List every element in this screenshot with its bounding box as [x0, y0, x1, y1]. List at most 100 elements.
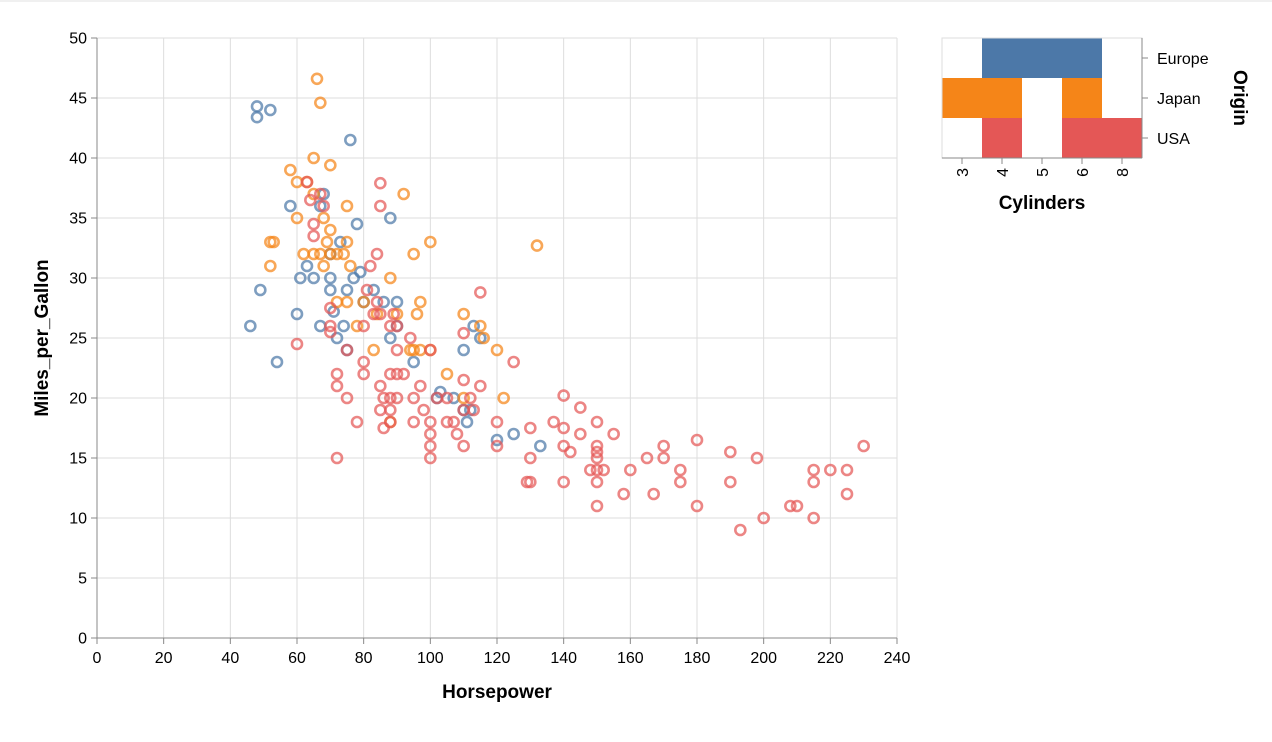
heatmap-x-axis-title: Cylinders [999, 193, 1086, 214]
scatter-point-japan [267, 235, 280, 249]
scatter-point-usa [384, 403, 397, 417]
scatter-point-japan [310, 72, 324, 86]
scatter-point-usa [330, 451, 344, 465]
scatter-point-usa [574, 401, 587, 414]
heatmap-cell-usa-8[interactable] [1102, 118, 1142, 158]
scatter-point-usa [657, 439, 670, 453]
scatter-point-usa [464, 391, 477, 405]
scatter-point-japan [350, 319, 364, 333]
heatmap-cell-japan-3[interactable] [942, 78, 982, 118]
x-tick-label: 60 [288, 650, 306, 667]
scatter-point-usa [574, 427, 587, 441]
scatter-point-europe [390, 295, 404, 309]
scatter-point-japan [307, 151, 320, 165]
heatmap-x-tick-label: 6 [1075, 168, 1092, 177]
y-tick-label: 25 [69, 331, 87, 348]
scatter-point-japan [397, 187, 410, 201]
scatter-point-usa [340, 391, 354, 405]
heatmap-cell-europe-6[interactable] [1062, 38, 1102, 78]
scatter-point-europe [294, 271, 307, 285]
scatter-point-europe [270, 355, 284, 369]
y-tick-label: 10 [69, 511, 87, 528]
heatmap-cell-usa-4[interactable] [982, 118, 1022, 158]
scatter-point-japan [284, 163, 297, 177]
scatter-point-usa [384, 367, 397, 381]
scatter-point-japan [497, 391, 510, 405]
scatter-point-europe [250, 110, 264, 124]
top-border [0, 0, 1272, 2]
scatter-point-japan [324, 247, 337, 261]
scatter-point-usa [490, 415, 504, 429]
heatmap-cell-japan-4[interactable] [982, 78, 1022, 118]
scatter-point-usa [407, 415, 420, 429]
scatter-point-usa [690, 433, 704, 447]
scatter-point-usa [290, 337, 304, 351]
scatter-point-usa [590, 451, 604, 465]
scatter-point-japan [337, 247, 350, 261]
scatter-point-japan [340, 295, 354, 309]
scatter-point-usa [407, 391, 420, 405]
heatmap-y-tick-label: USA [1157, 131, 1190, 148]
scatter-point-usa [424, 415, 437, 429]
heatmap-cell-europe-5[interactable] [1022, 38, 1062, 78]
scatter-point-usa [390, 391, 404, 405]
scatter-point-europe [314, 319, 327, 333]
scatter-point-usa [724, 475, 737, 489]
heatmap-plot[interactable]: 3 4 5 6 8 Europe Japan USA Cylinders Origin [941, 37, 1250, 214]
scatter-point-japan [320, 235, 334, 249]
scatter-point-japan [340, 199, 354, 213]
scatter-point-usa [397, 367, 410, 381]
scatter-point-japan [477, 331, 490, 345]
scatter-point-europe [384, 331, 397, 345]
scatter-point-japan [414, 343, 427, 357]
scatter-point-usa [507, 355, 520, 369]
heatmap-x-tick-label: 4 [995, 168, 1012, 177]
scatter-point-usa [357, 367, 370, 381]
scatter-point-usa [374, 176, 387, 190]
scatter-point-europe [324, 283, 337, 297]
scatter-point-usa [674, 475, 687, 489]
scatter-point-usa [424, 343, 437, 357]
scatter-point-usa [474, 379, 487, 393]
y-tick-label: 20 [69, 391, 87, 408]
scatter-point-usa [424, 439, 437, 453]
scatter-point-usa [374, 199, 387, 213]
heatmap-cell-japan-6[interactable] [1062, 78, 1102, 118]
scatter-point-usa [384, 319, 397, 333]
y-tick-label: 45 [69, 91, 87, 108]
scatter-point-japan [457, 391, 470, 405]
scatter-point-usa [417, 403, 430, 417]
heatmap-cell-europe-4[interactable] [982, 38, 1022, 78]
scatter-point-japan [357, 295, 370, 309]
scatter-point-usa [557, 421, 570, 435]
y-tick-label: 15 [69, 451, 87, 468]
scatter-point-usa [457, 403, 470, 417]
scatter-point-japan [344, 259, 357, 273]
scatter-point-japan [297, 247, 310, 261]
scatter-point-usa [624, 463, 637, 477]
x-tick-label: 0 [93, 650, 102, 667]
x-tick-label: 100 [417, 650, 444, 667]
scatter-point-usa [350, 415, 364, 429]
heatmap-x-tick-label: 5 [1035, 168, 1052, 177]
scatter-point-japan [340, 235, 354, 249]
x-tick-label: 40 [221, 650, 239, 667]
scatter-point-usa [370, 247, 384, 261]
scatter-point-usa [807, 475, 820, 489]
scatter-point-usa [757, 511, 770, 525]
scatter-point-japan [440, 367, 454, 381]
scatter-point-usa [390, 343, 404, 357]
scatter-point-usa [690, 499, 704, 513]
scatter-point-usa [734, 523, 747, 537]
heatmap-y-axis-title: Origin [1229, 70, 1250, 126]
scatter-point-usa [340, 343, 354, 357]
scatter-point-europe [457, 343, 470, 357]
scatter-point-europe [367, 283, 380, 297]
scatter-point-usa [357, 319, 370, 333]
scatter-point-usa [330, 379, 344, 393]
heatmap-cell-usa-6[interactable] [1062, 118, 1102, 158]
scatter-point-usa [364, 259, 377, 273]
scatter-point-usa [367, 307, 380, 321]
scatter-point-usa [374, 307, 387, 321]
